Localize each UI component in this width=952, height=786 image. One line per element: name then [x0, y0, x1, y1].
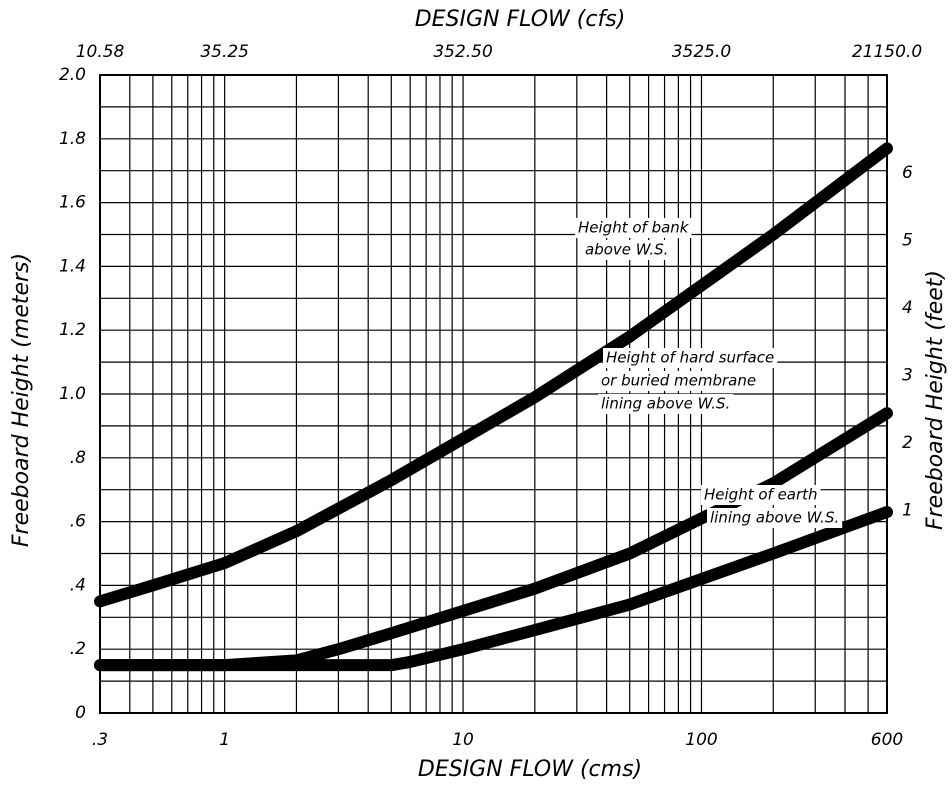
y-tick-label: 2.0: [59, 65, 86, 85]
annotation-bg: [707, 508, 843, 528]
annotation-bg: [598, 371, 760, 391]
y-tick-label: .8: [70, 448, 86, 468]
y-tick-label: 1.0: [59, 384, 86, 404]
x2-tick-label: 3525.0: [672, 42, 731, 62]
x2-tick-label: 35.25: [200, 42, 249, 62]
annotation: Height of bank: [578, 219, 690, 237]
x-tick-label: 1: [219, 730, 230, 750]
y2-tick-label: 6: [902, 163, 913, 183]
curve: [94, 506, 893, 672]
annotation-bg: [575, 218, 692, 238]
y-tick-label: 1.8: [59, 129, 86, 149]
x2-tick-label: 10.58: [76, 42, 125, 62]
top-axis-title: DESIGN FLOW (cfs): [415, 7, 626, 32]
annotation: above W.S.: [585, 241, 668, 259]
x-tick-label: 10: [452, 730, 474, 750]
annotation: lining above W.S.: [710, 509, 839, 527]
y2-tick-label: 2: [902, 433, 913, 453]
annotation: Height of hard surface: [606, 349, 774, 367]
annotation-bg: [598, 394, 734, 414]
y-tick-label: 1.6: [59, 193, 86, 213]
x2-tick-label: 352.50: [433, 42, 492, 62]
y-axis-title: Freeboard Height (meters): [9, 253, 34, 547]
x-tick-label: 100: [685, 730, 717, 750]
annotation-bg: [582, 240, 672, 260]
y2-tick-label: 3: [902, 365, 913, 385]
curve: [94, 407, 893, 672]
annotation-bg: [701, 485, 821, 505]
annotation: lining above W.S.: [601, 395, 730, 413]
y-tick-label: 0: [75, 703, 86, 723]
y-tick-label: 1.2: [59, 320, 86, 340]
x-axis-title: DESIGN FLOW (cms): [418, 757, 642, 782]
y2-tick-label: 1: [902, 500, 913, 520]
y-tick-label: .2: [70, 639, 86, 659]
y2-tick-label: 5: [902, 230, 913, 250]
y-tick-label: .4: [70, 575, 86, 595]
x2-tick-label: 21150.0: [852, 42, 922, 62]
y2-axis-title: Freeboard Height (feet): [923, 270, 948, 530]
curve: [94, 142, 893, 608]
y-tick-label: .6: [70, 512, 86, 532]
annotation: Height of earth: [704, 486, 818, 504]
x-tick-label: 600: [871, 730, 903, 750]
y-tick-label: 1.4: [59, 256, 86, 276]
annotation-bg: [603, 348, 778, 368]
annotation: or buried membrane: [601, 372, 756, 390]
y2-tick-label: 4: [902, 298, 913, 318]
x-tick-label: .3: [92, 730, 108, 750]
